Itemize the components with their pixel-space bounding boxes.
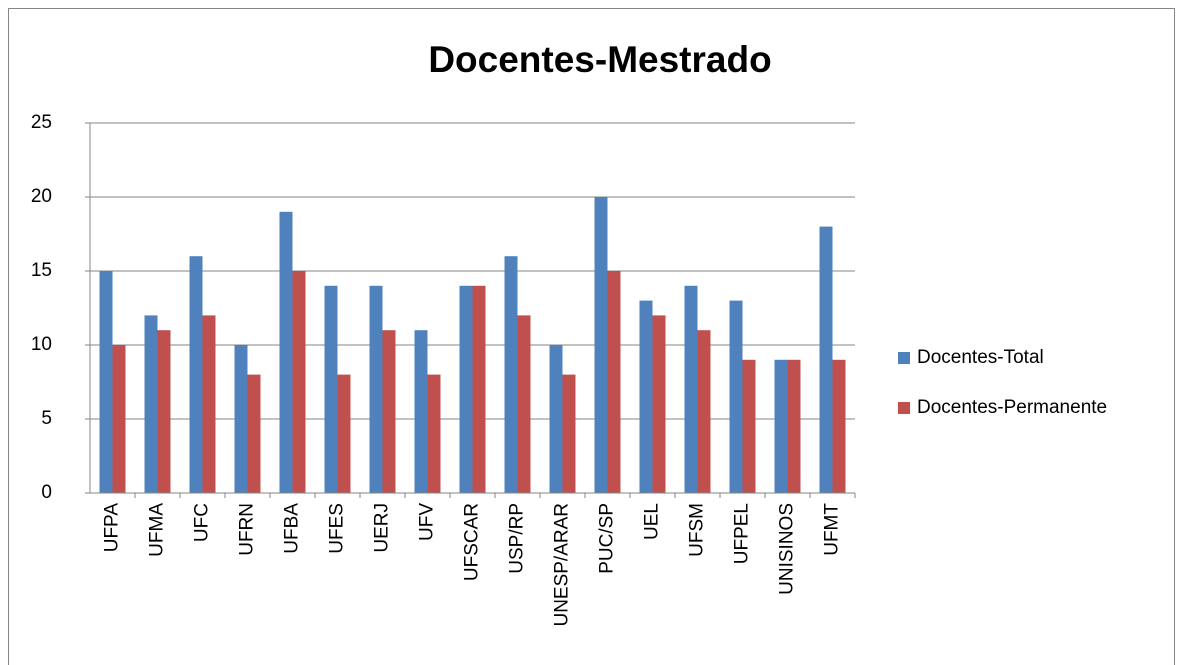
x-tick-label: PUC/SP	[597, 503, 618, 574]
x-tick-label: UFRN	[237, 503, 258, 556]
x-tick-label: USP/RP	[507, 503, 528, 574]
chart-border	[8, 8, 1175, 665]
legend-swatch	[898, 402, 910, 414]
legend-label: Docentes-Permanente	[917, 397, 1107, 418]
bar	[562, 374, 576, 493]
y-tick-label: 15	[31, 260, 52, 281]
bar	[157, 330, 171, 493]
bar	[112, 345, 126, 493]
x-tick-label: UNESP/ARAR	[552, 503, 573, 627]
x-tick-label: UFSCAR	[462, 503, 483, 581]
bar	[472, 285, 486, 493]
bar	[517, 315, 531, 493]
bar	[292, 271, 306, 493]
y-tick-label: 5	[41, 408, 52, 429]
bar	[607, 271, 621, 493]
bar	[369, 285, 383, 493]
bar	[144, 315, 158, 493]
x-tick-label: UFPA	[102, 503, 123, 553]
bar	[382, 330, 396, 493]
chart-title: Docentes-Mestrado	[428, 39, 771, 80]
x-tick-label: UNISINOS	[777, 503, 798, 595]
bar	[247, 374, 261, 493]
bar	[832, 359, 846, 493]
x-tick-label: UFC	[192, 503, 213, 542]
bar	[324, 285, 338, 493]
bar	[459, 285, 473, 493]
x-tick-label: UFPEL	[732, 503, 753, 564]
bar	[652, 315, 666, 493]
x-tick-label: UEL	[642, 503, 663, 540]
x-tick-label: UFV	[417, 503, 438, 541]
bar	[787, 359, 801, 493]
x-tick-label: UFSM	[687, 503, 708, 557]
bar	[639, 300, 653, 493]
bar	[742, 359, 756, 493]
y-tick-label: 0	[41, 482, 52, 503]
x-tick-label: UFES	[327, 503, 348, 554]
bar	[819, 226, 833, 493]
bar	[549, 345, 563, 493]
bar	[189, 256, 203, 493]
bar	[99, 271, 113, 493]
bar	[729, 300, 743, 493]
bar	[234, 345, 248, 493]
y-tick-label: 25	[31, 112, 52, 133]
legend-label: Docentes-Total	[917, 347, 1044, 368]
y-tick-label: 20	[31, 186, 52, 207]
bar	[427, 374, 441, 493]
y-tick-label: 10	[31, 334, 52, 355]
x-tick-label: UERJ	[372, 503, 393, 553]
bar	[414, 330, 428, 493]
bar	[684, 285, 698, 493]
x-tick-label: UFMA	[147, 503, 168, 557]
bar	[279, 211, 293, 494]
x-tick-label: UFBA	[282, 503, 303, 554]
bar	[594, 197, 608, 493]
bar	[504, 256, 518, 493]
bar	[337, 374, 351, 493]
legend-swatch	[898, 352, 910, 364]
x-tick-label: UFMT	[822, 503, 843, 556]
bar	[774, 359, 788, 493]
bar	[697, 330, 711, 493]
bar	[202, 315, 216, 493]
